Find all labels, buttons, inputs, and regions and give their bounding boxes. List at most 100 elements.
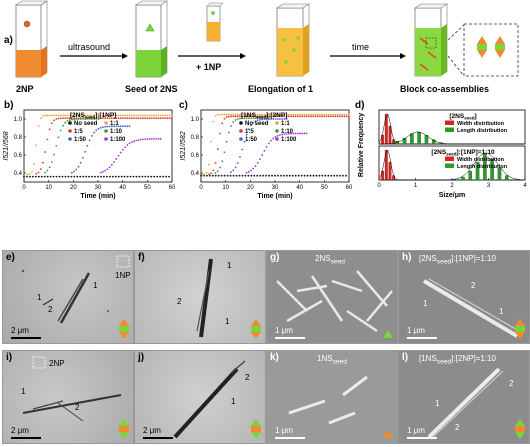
plot-frame (23, 109, 173, 183)
x-axis-label: Time (min) (80, 193, 115, 200)
x-tick-label: 40 (296, 185, 303, 191)
y-tick-label: 0.6 (191, 153, 200, 159)
data-point (104, 125, 107, 128)
data-point (314, 115, 317, 118)
title-sub: seed (446, 152, 457, 157)
x-tick-label: 0 (199, 185, 203, 191)
data-point (148, 114, 151, 117)
data-point (159, 114, 162, 117)
data-point (288, 174, 291, 177)
data-point (333, 174, 336, 177)
data-point (130, 141, 133, 144)
data-point (334, 113, 337, 116)
data-point (161, 114, 164, 117)
data-point (299, 132, 301, 135)
legend-label: 1:100 (281, 137, 297, 143)
data-point (119, 125, 122, 128)
legend-marker (104, 129, 108, 133)
data-point (336, 174, 339, 177)
legend-label: Length distribution (457, 128, 508, 134)
data-point (324, 174, 327, 177)
data-point (252, 167, 255, 170)
data-point (256, 117, 259, 120)
data-point (130, 117, 133, 119)
data-point (147, 175, 150, 178)
scale-label-e: 2 μm (11, 326, 29, 335)
data-point (250, 117, 252, 120)
data-point (299, 113, 301, 116)
data-point (343, 115, 346, 118)
data-point (53, 119, 55, 122)
title-part: [2NS (431, 149, 446, 156)
data-point (244, 174, 247, 177)
data-point (339, 174, 342, 177)
title-k: 1NSseed (317, 354, 347, 366)
data-point (39, 168, 42, 171)
data-point (159, 137, 162, 140)
data-point (133, 114, 135, 117)
block-icon-i (119, 419, 129, 439)
y-tick-label: 1.0 (191, 117, 200, 123)
data-point (95, 114, 98, 117)
data-point (82, 175, 85, 178)
data-point (97, 118, 100, 120)
data-point (265, 113, 268, 116)
y-axis-label: I521/I568 (3, 131, 10, 160)
data-point (301, 113, 304, 116)
data-point (332, 113, 335, 116)
scalebar-l (407, 437, 437, 439)
fibers-i (22, 356, 122, 422)
panel-label-k: k) (270, 352, 279, 363)
data-point (79, 161, 82, 164)
data-point (272, 115, 275, 118)
data-point (95, 118, 98, 120)
data-point (122, 117, 124, 119)
data-point (306, 174, 309, 177)
data-point (68, 117, 71, 120)
legend-label: Length distribution (457, 164, 508, 170)
vial-block (414, 3, 448, 77)
data-point (139, 117, 142, 119)
data-point (247, 170, 250, 173)
data-point (294, 174, 297, 177)
vial-2np (15, 0, 48, 78)
data-point (34, 175, 37, 178)
legend-title-tail: ]:[1NP] (95, 112, 116, 119)
data-point (250, 113, 252, 116)
data-point (279, 134, 281, 136)
data-point (126, 114, 129, 117)
data-point (79, 118, 82, 120)
data-point (259, 115, 261, 118)
data-point (110, 125, 113, 128)
plot-frame (200, 109, 350, 183)
legend-marker (104, 137, 108, 141)
data-point (245, 133, 248, 136)
data-point (247, 115, 250, 118)
data-point (113, 125, 115, 128)
y-tick-label: 0.8 (191, 135, 200, 141)
data-point (168, 175, 170, 178)
data-point (85, 175, 88, 178)
data-point (55, 118, 58, 120)
data-point (239, 113, 241, 116)
legend-title-sub: seed (256, 115, 267, 120)
data-point (104, 114, 107, 117)
data-point (312, 115, 315, 118)
data-point (55, 175, 58, 178)
rods-l (427, 367, 504, 439)
data-point (250, 174, 253, 177)
block-icon-1 (477, 36, 487, 58)
histogram-bar (417, 131, 421, 145)
data-point (297, 174, 300, 177)
data-point (212, 169, 215, 172)
data-point (232, 174, 235, 177)
legend-marker (104, 121, 108, 125)
data-point (303, 174, 306, 177)
data-point (245, 171, 248, 174)
data-point (227, 131, 230, 134)
data-point (261, 118, 264, 121)
data-point (315, 174, 318, 177)
data-point (90, 118, 93, 120)
data-point (102, 170, 104, 173)
data-point (219, 166, 221, 169)
